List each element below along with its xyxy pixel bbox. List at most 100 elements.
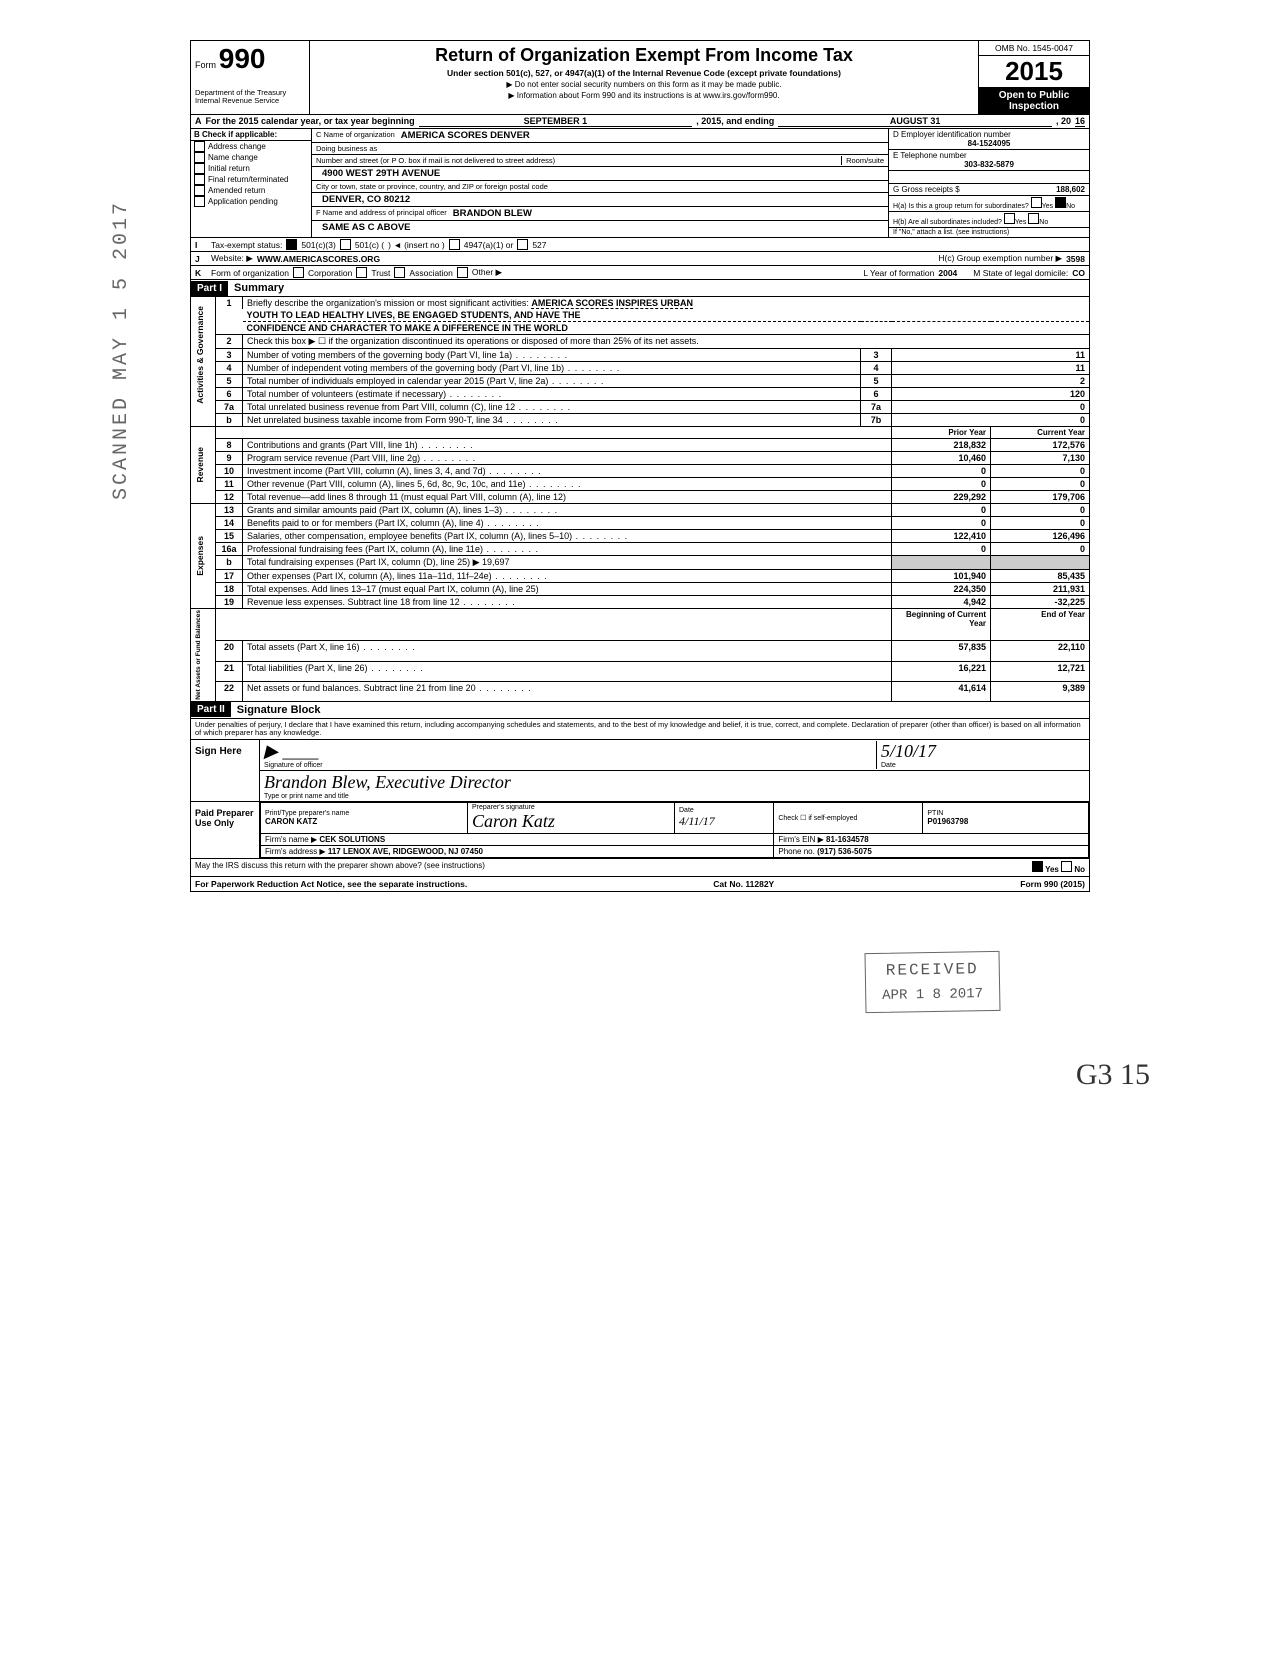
line-num: 6 — [216, 388, 243, 401]
ha-label: H(a) Is this a group return for subordin… — [893, 203, 1029, 210]
website-url: WWW.AMERICASCORES.ORG — [257, 254, 380, 264]
col-beginning-year: Beginning of Current Year — [892, 609, 991, 641]
line-text: Benefits paid to or for members (Part IX… — [243, 517, 892, 530]
page-footer: For Paperwork Reduction Act Notice, see … — [190, 877, 1090, 892]
prior-value: 41,614 — [892, 681, 991, 701]
header-left: Form 990 Department of the Treasury Inte… — [191, 41, 310, 114]
ptin-label: PTIN — [927, 810, 1084, 817]
current-value: 0 — [991, 543, 1090, 556]
checkbox-icon[interactable] — [1004, 213, 1015, 224]
i-label: Tax-exempt status: — [211, 240, 282, 250]
chk-application-pending[interactable]: Application pending — [191, 196, 311, 207]
mission-line-2: YOUTH TO LEAD HEALTHY LIVES, BE ENGAGED … — [243, 309, 1090, 322]
col-b-checkboxes: B Check if applicable: Address change Na… — [191, 129, 312, 237]
prior-value: 0 — [892, 478, 991, 491]
firm-phone: (917) 536-5075 — [817, 847, 872, 856]
checkbox-icon[interactable] — [1028, 213, 1039, 224]
firm-name-label: Firm's name ▶ — [265, 835, 317, 844]
line-text: Net unrelated business taxable income fr… — [243, 414, 861, 427]
prior-value: 10,460 — [892, 452, 991, 465]
checkbox-icon[interactable] — [1061, 861, 1072, 872]
tax-year-end: AUGUST 31 — [778, 116, 1052, 127]
b-header: B Check if applicable: — [191, 129, 311, 141]
addr-label: Number and street (or P O. box if mail i… — [316, 156, 555, 165]
summary-table: Activities & Governance 1 Briefly descri… — [190, 297, 1090, 702]
501c-label: 501(c) ( — [355, 240, 384, 250]
street-address: 4900 WEST 29TH AVENUE — [322, 168, 440, 179]
current-value: 22,110 — [991, 641, 1090, 661]
checkbox-checked-icon[interactable] — [1055, 197, 1066, 208]
checkbox-icon[interactable] — [293, 267, 304, 278]
line-value: 11 — [892, 362, 1090, 375]
checkbox-checked-icon[interactable] — [286, 239, 297, 250]
line-2: Check this box ▶ ☐ if the organization d… — [243, 335, 1090, 349]
part-2-header: Part II Signature Block — [190, 702, 1090, 719]
checkbox-icon[interactable] — [457, 267, 468, 278]
yes-label: Yes — [1015, 219, 1026, 226]
checkbox-icon[interactable] — [356, 267, 367, 278]
checkbox-icon[interactable] — [517, 239, 528, 250]
current-value: 7,130 — [991, 452, 1090, 465]
rows-i-j-k: I Tax-exempt status: 501(c)(3) 501(c) ()… — [190, 238, 1090, 280]
chk-initial-return[interactable]: Initial return — [191, 163, 311, 174]
chk-final-return[interactable]: Final return/terminated — [191, 174, 311, 185]
chk-name-change[interactable]: Name change — [191, 152, 311, 163]
form-990-page: SCANNED MAY 1 5 2017 Form 990 Department… — [190, 40, 1090, 892]
scanned-date-stamp: SCANNED MAY 1 5 2017 — [110, 200, 133, 500]
f-label: F Name and address of principal officer — [316, 208, 447, 219]
prior-value: 0 — [892, 465, 991, 478]
sign-here-label: Sign Here — [191, 740, 260, 801]
irs-discuss-question: May the IRS discuss this return with the… — [195, 861, 485, 874]
line-num: 11 — [216, 478, 243, 491]
prior-value: 218,832 — [892, 439, 991, 452]
received-word: RECEIVED — [882, 960, 983, 980]
line-box: 7b — [861, 414, 892, 427]
line-num: 8 — [216, 439, 243, 452]
checkbox-icon[interactable] — [1031, 197, 1042, 208]
trust-label: Trust — [371, 268, 390, 278]
chk-label: Application pending — [208, 197, 278, 206]
prior-value: 224,350 — [892, 583, 991, 596]
col-prior-year: Prior Year — [892, 427, 991, 439]
room-label: Room/suite — [841, 156, 884, 165]
line-box: 5 — [861, 375, 892, 388]
chk-amended-return[interactable]: Amended return — [191, 185, 311, 196]
row-a-letter: A — [195, 116, 202, 126]
checkbox-checked-icon[interactable] — [1032, 861, 1043, 872]
row-j-website: J Website: ▶ WWW.AMERICASCORES.ORG H(c) … — [191, 252, 1089, 266]
e-phone-label: E Telephone number — [893, 151, 967, 160]
prior-value: 57,835 — [892, 641, 991, 661]
prior-value: 4,942 — [892, 596, 991, 609]
preparer-signature: Caron Katz — [472, 811, 555, 831]
line-text: Professional fundraising fees (Part IX, … — [243, 543, 892, 556]
line-num: 7a — [216, 401, 243, 414]
checkbox-icon[interactable] — [340, 239, 351, 250]
tax-year-begin: SEPTEMBER 1 — [419, 116, 693, 127]
footer-cat-no: Cat No. 11282Y — [713, 879, 774, 889]
checkbox-icon[interactable] — [449, 239, 460, 250]
line-num: 22 — [216, 681, 243, 701]
chk-address-change[interactable]: Address change — [191, 141, 311, 152]
line-text: Total unrelated business revenue from Pa… — [243, 401, 861, 414]
checkbox-icon — [194, 141, 205, 152]
ein-value: 84-1524095 — [893, 139, 1085, 148]
row-a-tax-year: A For the 2015 calendar year, or tax yea… — [190, 115, 1090, 129]
ptin-value: P01963798 — [927, 817, 968, 826]
501c3-label: 501(c)(3) — [301, 240, 335, 250]
form-header: Form 990 Department of the Treasury Inte… — [190, 40, 1090, 115]
line-text: Salaries, other compensation, employee b… — [243, 530, 892, 543]
handwritten-note: G3 15 — [1076, 1058, 1150, 1092]
shaded-cell — [892, 556, 991, 570]
prior-value: 16,221 — [892, 661, 991, 681]
hb-note: If "No," attach a list. (see instruction… — [889, 228, 1089, 237]
checkbox-icon[interactable] — [394, 267, 405, 278]
firm-ein-label: Firm's EIN ▶ — [778, 835, 823, 844]
form-title: Return of Organization Exempt From Incom… — [314, 45, 974, 66]
current-value: 0 — [991, 478, 1090, 491]
line-text: Total revenue—add lines 8 through 11 (mu… — [243, 491, 892, 504]
subtitle-2: ▶ Do not enter social security numbers o… — [314, 80, 974, 89]
line-text: Grants and similar amounts paid (Part IX… — [243, 504, 892, 517]
dept-line-2: Internal Revenue Service — [195, 97, 305, 105]
no-label: No — [1039, 219, 1048, 226]
line-num: 10 — [216, 465, 243, 478]
